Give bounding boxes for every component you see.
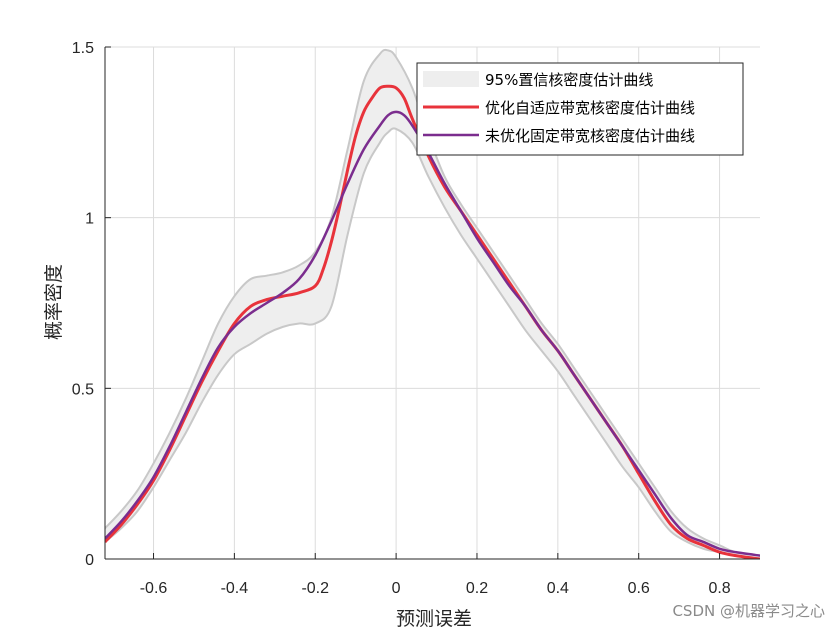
x-tick-label: -0.4 — [221, 580, 249, 597]
x-tick-label: 0.8 — [708, 580, 730, 597]
y-axis-label: 概率密度 — [43, 264, 65, 340]
axes — [104, 46, 760, 560]
y-tick-label: 1.5 — [72, 40, 94, 57]
x-tick-label: 0.6 — [628, 580, 650, 597]
y-tick-label: 0 — [85, 552, 94, 569]
y-tick-label: 1 — [85, 211, 94, 228]
legend-swatch-band — [423, 71, 479, 87]
tick-labels: -0.6 -0.4 -0.2 0 0.2 0.4 0.6 0.8 0 0.5 1 1.5 — [72, 40, 731, 597]
x-tick-label: 0.2 — [466, 580, 488, 597]
confidence-band-lower-edge — [105, 127, 760, 559]
legend-label: 优化自适应带宽核密度估计曲线 — [485, 99, 695, 117]
series-line-2 — [105, 110, 760, 557]
y-tick-label: 0.5 — [72, 381, 94, 398]
x-tick-label: 0.4 — [547, 580, 569, 597]
x-axis-label: 预测误差 — [396, 608, 472, 630]
legend-label: 未优化固定带宽核密度估计曲线 — [485, 127, 695, 145]
x-tick-label: 0 — [392, 580, 401, 597]
x-tick-label: -0.2 — [301, 580, 329, 597]
legend-label: 95%置信核密度估计曲线 — [485, 71, 653, 89]
watermark: CSDN @机器学习之心 — [672, 602, 825, 620]
x-tick-label: -0.6 — [140, 580, 168, 597]
